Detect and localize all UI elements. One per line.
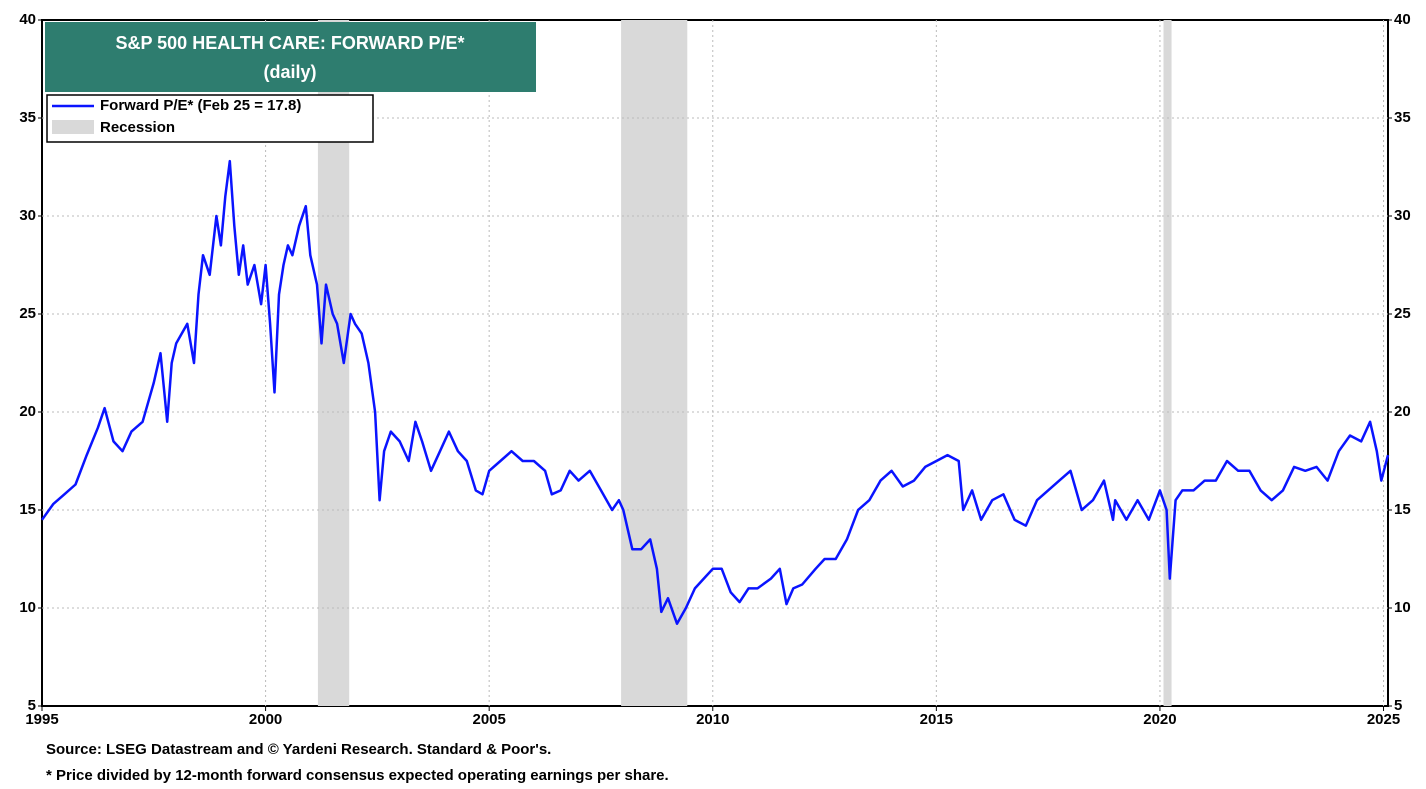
x-tick-label: 2015	[920, 711, 953, 728]
legend-label: Forward P/E* (Feb 25 = 17.8)	[100, 97, 301, 114]
x-tick-label: 2025	[1367, 711, 1400, 728]
y-tick-label-right: 10	[1394, 599, 1411, 616]
y-tick-label-right: 15	[1394, 501, 1411, 518]
y-tick-label: 30	[19, 207, 36, 224]
x-tick-label: 2010	[696, 711, 729, 728]
legend-box	[46, 94, 374, 143]
y-tick-label-right: 25	[1394, 305, 1411, 322]
x-tick-label: 2005	[472, 711, 505, 728]
y-tick-label-right: 20	[1394, 403, 1411, 420]
y-tick-label: 20	[19, 403, 36, 420]
y-tick-label-right: 35	[1394, 109, 1411, 126]
recession-band	[1163, 20, 1172, 706]
y-tick-label: 5	[28, 697, 36, 714]
x-tick-label: 1995	[25, 711, 58, 728]
plot-frame	[41, 19, 1389, 707]
footnote: * Price divided by 12-month forward cons…	[46, 767, 669, 784]
legend-label: Recession	[100, 119, 175, 136]
chart-title: S&P 500 HEALTH CARE: FORWARD P/E*	[115, 33, 464, 53]
y-tick-label-right: 5	[1394, 697, 1402, 714]
source-note: Source: LSEG Datastream and © Yardeni Re…	[46, 741, 551, 758]
data-line	[40, 159, 1390, 625]
y-tick-label-right: 30	[1394, 207, 1411, 224]
y-tick-label: 15	[19, 501, 36, 518]
y-tick-label: 10	[19, 599, 36, 616]
chart-subtitle: (daily)	[263, 62, 316, 82]
y-tick-label: 40	[19, 11, 36, 28]
legend-swatch	[52, 120, 94, 134]
x-tick-label: 2020	[1143, 711, 1176, 728]
recession-band	[621, 20, 688, 706]
x-tick-label: 2000	[249, 711, 282, 728]
y-tick-label: 35	[19, 109, 36, 126]
y-tick-label-right: 40	[1394, 11, 1411, 28]
title-box	[45, 22, 536, 92]
y-tick-label: 25	[19, 305, 36, 322]
